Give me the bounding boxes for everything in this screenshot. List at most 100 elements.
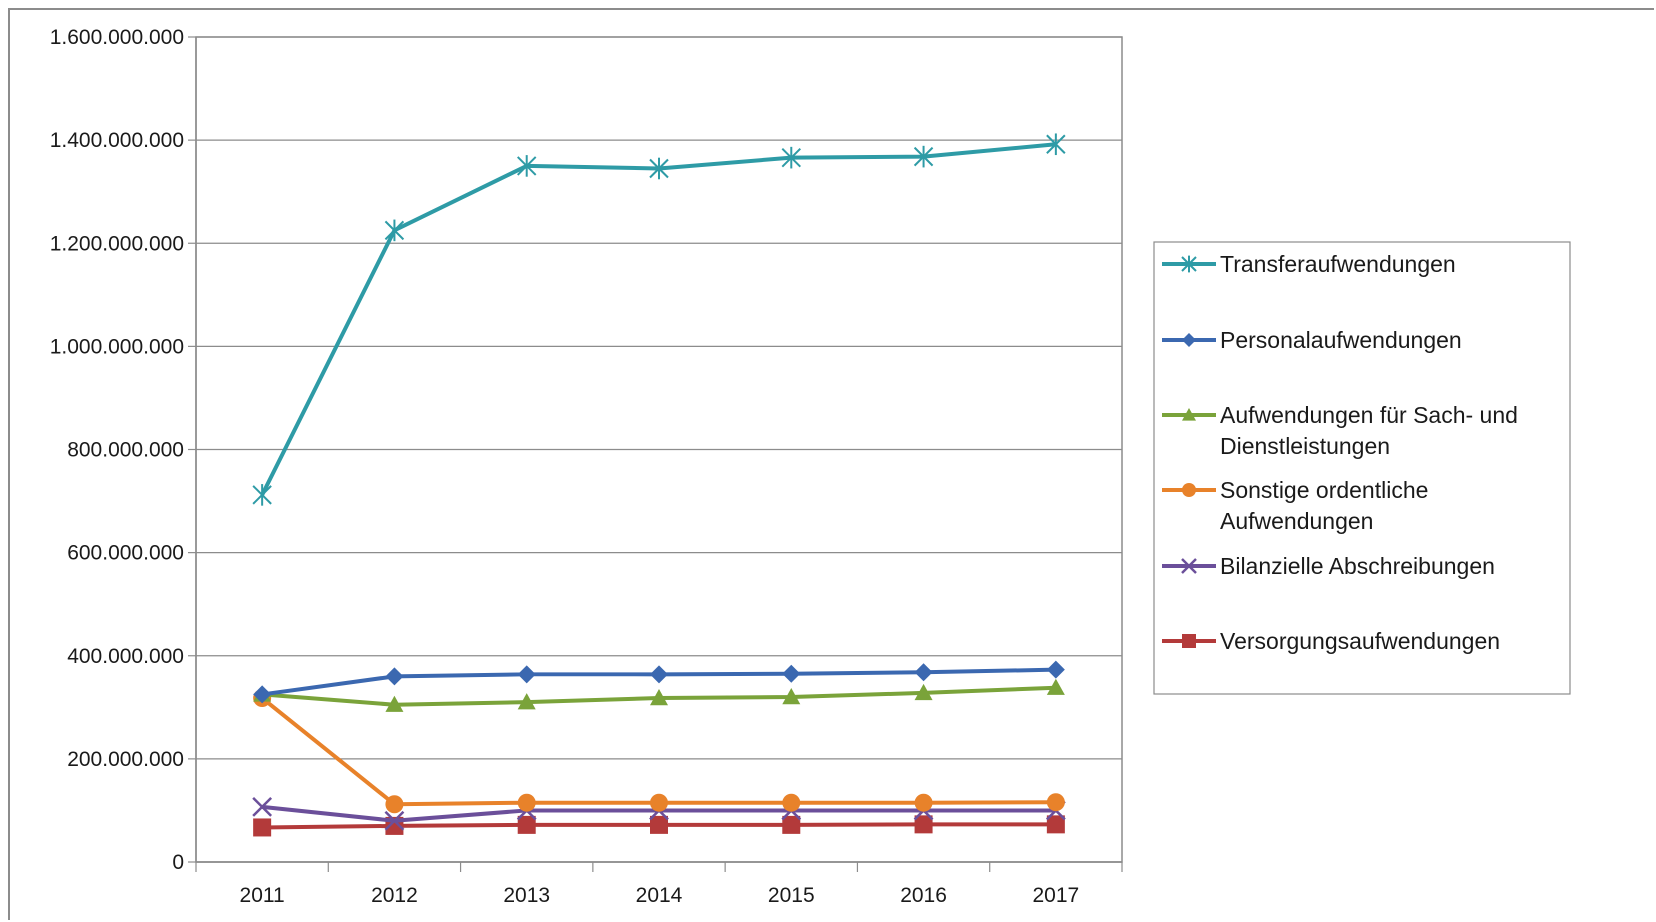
marker-square bbox=[650, 815, 668, 834]
marker-circle bbox=[1046, 793, 1065, 812]
data-point bbox=[517, 665, 536, 684]
marker-triangle bbox=[650, 689, 668, 706]
marker-diamond bbox=[1046, 660, 1065, 679]
legend-item: Aufwendungen für Sach- und Dienstleistung… bbox=[1162, 402, 1518, 459]
legend-label: Aufwendungen bbox=[1220, 508, 1373, 534]
legend-item: Personalaufwendungen bbox=[1162, 327, 1462, 353]
legend-label: Personalaufwendungen bbox=[1220, 327, 1462, 353]
marker-x-stroke bbox=[252, 796, 273, 817]
marker-square bbox=[1046, 815, 1065, 834]
data-point bbox=[782, 793, 801, 812]
y-tick-label: 400.000.000 bbox=[67, 645, 184, 668]
data-point bbox=[1182, 408, 1196, 421]
data-point bbox=[781, 146, 801, 169]
marker-diamond bbox=[782, 664, 801, 683]
axes: 0 200.000.000 400.000.000 600.000.000 800.00… bbox=[50, 26, 1123, 907]
data-point bbox=[1046, 678, 1065, 695]
legend-item: Bilanzielle Abschreibungen bbox=[1162, 553, 1495, 579]
x-tick-label: 2012 bbox=[371, 884, 418, 907]
data-point bbox=[650, 689, 668, 706]
marker-square bbox=[253, 818, 272, 837]
data-point bbox=[1046, 133, 1066, 156]
marker-diamond bbox=[253, 685, 272, 704]
y-tick-label: 200.000.000 bbox=[67, 748, 184, 771]
data-point bbox=[1046, 815, 1065, 834]
legend-label: Aufwendungen für Sach- und bbox=[1220, 402, 1518, 428]
series bbox=[252, 133, 1066, 506]
data-point bbox=[914, 793, 933, 812]
marker-circle bbox=[782, 793, 801, 812]
series bbox=[253, 689, 1065, 814]
series-line bbox=[260, 142, 1057, 496]
marker-triangle bbox=[914, 683, 933, 701]
marker-diamond bbox=[1182, 333, 1196, 347]
marker-square bbox=[782, 815, 801, 834]
data-point bbox=[782, 664, 801, 683]
legend-item: Sonstige ordentliche Aufwendungen bbox=[1162, 477, 1428, 534]
marker-diamond bbox=[517, 665, 536, 684]
data-point bbox=[517, 815, 536, 834]
legend-label: Dienstleistungen bbox=[1220, 433, 1390, 459]
data-point bbox=[1182, 483, 1196, 497]
data-point bbox=[1046, 793, 1065, 812]
y-tick-label: 0 bbox=[172, 851, 184, 874]
marker-triangle bbox=[517, 693, 536, 710]
legend-label: Bilanzielle Abschreibungen bbox=[1220, 553, 1495, 579]
legend-item: Versorgungsaufwendungen bbox=[1162, 628, 1500, 654]
marker-diamond bbox=[385, 667, 404, 686]
series bbox=[253, 660, 1065, 704]
legend-item: Transferaufwendungen bbox=[1162, 251, 1456, 277]
data-point bbox=[384, 219, 405, 242]
data-point bbox=[914, 683, 933, 701]
marker-square bbox=[914, 815, 933, 834]
marker-triangle bbox=[1046, 678, 1065, 695]
y-tick-label: 1.200.000.000 bbox=[50, 232, 184, 255]
marker-triangle bbox=[385, 695, 404, 712]
data-point bbox=[1182, 634, 1196, 648]
data-point bbox=[385, 795, 404, 814]
y-tick-label: 1.600.000.000 bbox=[50, 26, 184, 49]
legend: Transferaufwendungen Personalaufwendungen… bbox=[1153, 241, 1571, 695]
marker-x-stroke bbox=[1181, 558, 1197, 574]
legend-label: Sonstige ordentliche bbox=[1220, 477, 1428, 503]
data-point bbox=[650, 665, 668, 684]
y-tick-label: 600.000.000 bbox=[67, 542, 184, 565]
marker-circle bbox=[385, 795, 404, 814]
data-point bbox=[385, 667, 404, 686]
data-point bbox=[252, 796, 273, 817]
data-point bbox=[914, 663, 933, 682]
data-point bbox=[782, 815, 801, 834]
x-tick-label: 2014 bbox=[636, 884, 683, 907]
marker-triangle bbox=[1182, 408, 1196, 421]
data-point bbox=[650, 793, 668, 812]
data-point bbox=[782, 688, 801, 705]
series bbox=[253, 678, 1065, 712]
marker-square bbox=[517, 815, 536, 834]
x-tick-label: 2016 bbox=[900, 884, 947, 907]
legend-label: Transferaufwendungen bbox=[1220, 251, 1456, 277]
x-tick-label: 2015 bbox=[768, 884, 815, 907]
data-point bbox=[253, 685, 272, 704]
data-point bbox=[913, 145, 934, 168]
data-point bbox=[914, 815, 933, 834]
legend-box bbox=[1153, 241, 1571, 695]
data-point bbox=[1046, 660, 1065, 679]
x-tick-label: 2011 bbox=[240, 884, 285, 907]
data-point bbox=[384, 810, 405, 831]
x-tick-label: 2017 bbox=[1032, 884, 1079, 907]
series-group bbox=[252, 133, 1066, 837]
series-line bbox=[260, 696, 1056, 807]
data-point bbox=[252, 484, 272, 506]
y-tick-label: 1.000.000.000 bbox=[50, 335, 184, 358]
y-tick-label: 800.000.000 bbox=[67, 439, 184, 462]
data-point bbox=[517, 155, 537, 177]
x-tick-label: 2013 bbox=[503, 884, 550, 907]
data-point bbox=[1181, 255, 1197, 273]
y-tick-label: 1.400.000.000 bbox=[50, 129, 184, 152]
marker-diamond bbox=[914, 663, 933, 682]
data-point bbox=[253, 818, 272, 837]
marker-circle bbox=[914, 793, 933, 812]
data-point bbox=[1182, 333, 1196, 347]
data-point bbox=[649, 157, 669, 180]
